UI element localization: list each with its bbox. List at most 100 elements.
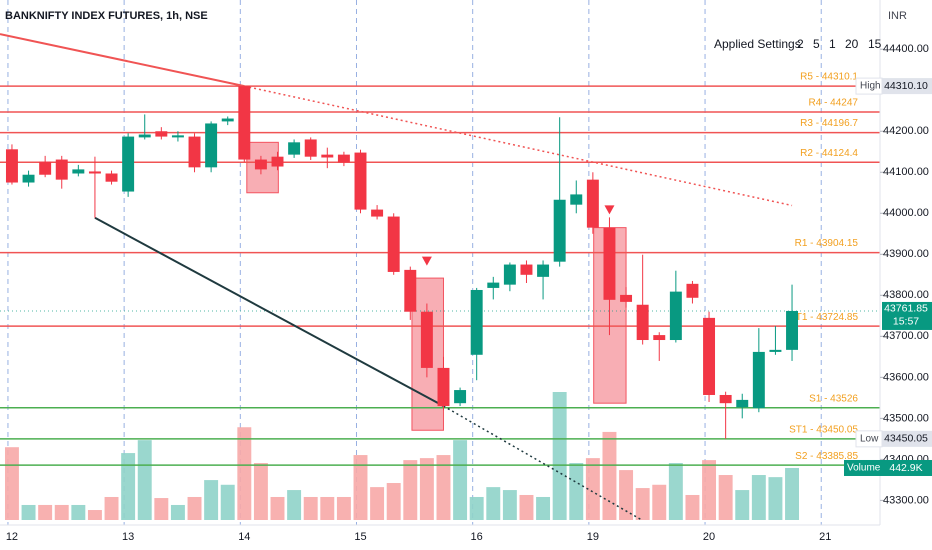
volume-bar — [785, 467, 800, 520]
candle-body — [437, 367, 450, 407]
volume-bar — [253, 463, 268, 520]
candle-body — [88, 171, 101, 174]
volume-tag-label: 442.9K — [889, 462, 922, 474]
candle-body — [570, 194, 583, 205]
candle-body — [171, 135, 184, 138]
trendline — [0, 33, 245, 88]
candle-body — [122, 136, 135, 192]
x-tick-label: 16 — [471, 531, 483, 543]
y-tick-label: 43900.00 — [883, 248, 929, 260]
volume-bar — [154, 498, 169, 520]
volume-bar — [569, 463, 584, 520]
volume-bar — [303, 496, 318, 520]
candle-body — [653, 335, 666, 341]
signal-arrow — [604, 205, 615, 215]
candle-body — [288, 142, 301, 155]
y-tick-label: 43700.00 — [883, 330, 929, 342]
candle-body — [254, 159, 267, 170]
candle-body — [603, 227, 616, 300]
candle-body — [271, 156, 284, 167]
level-label: S2 - 43385.85 — [795, 451, 858, 462]
volume-bar — [87, 510, 102, 520]
candle-body — [205, 123, 218, 168]
candle-body — [719, 394, 732, 404]
candle-body — [736, 399, 749, 408]
volume-bar — [486, 487, 501, 520]
candle-body — [786, 310, 799, 350]
volume-bar — [336, 496, 351, 520]
level-label: ST1 - 43450.05 — [789, 424, 858, 435]
settings-value: 20 — [845, 37, 859, 51]
candle-body — [72, 169, 85, 174]
volume-bar — [121, 453, 136, 520]
signal-arrow — [421, 256, 432, 266]
level-label: S1 - 43526 — [809, 393, 858, 404]
candle-body — [520, 264, 533, 275]
candle-body — [304, 139, 317, 157]
volume-bar — [718, 475, 733, 520]
candle-body — [155, 131, 168, 137]
volume-bar — [220, 484, 235, 520]
candle-body — [636, 304, 649, 341]
volume-bar — [54, 504, 69, 520]
y-tick-label: 43500.00 — [883, 412, 929, 424]
candle-body — [769, 349, 782, 352]
candle-body — [371, 209, 384, 217]
candle-body — [686, 283, 699, 298]
volume-bar — [552, 392, 567, 520]
trendline — [443, 405, 644, 522]
price-tag-name: Low — [860, 433, 879, 444]
candle-body — [537, 264, 550, 277]
y-tick-label: 43600.00 — [883, 371, 929, 383]
y-tick-label: 44000.00 — [883, 207, 929, 219]
x-tick-label: 20 — [703, 531, 715, 543]
candle-body — [454, 390, 467, 404]
volume-bar — [768, 477, 783, 520]
y-tick-label: 44200.00 — [883, 125, 929, 137]
candle-body — [553, 199, 566, 262]
volume-bar — [21, 504, 36, 520]
candle-body — [238, 86, 251, 160]
settings-value: 15 — [868, 37, 882, 51]
volume-tag — [882, 459, 932, 476]
candle-body — [470, 289, 483, 355]
volume-bar — [536, 496, 551, 520]
chart-title: BANKNIFTY INDEX FUTURES, 1h, NSE — [5, 10, 208, 22]
candle-body — [404, 269, 417, 312]
volume-bar — [170, 504, 185, 520]
level-label: R5 - 44310.1 — [800, 72, 858, 83]
x-tick-label: 12 — [6, 531, 18, 543]
candle-body — [354, 152, 367, 210]
candle-body — [188, 136, 201, 168]
volume-bar — [436, 455, 451, 520]
axes: 44400.0044300.0044200.0044100.0044000.00… — [6, 43, 932, 543]
candle-body — [337, 154, 350, 163]
x-tick-label: 19 — [587, 531, 599, 543]
price-tag-label: 44310.10 — [884, 80, 928, 92]
volume-bar — [502, 490, 517, 520]
x-tick-label: 13 — [122, 531, 134, 543]
x-tick-label: 21 — [819, 531, 831, 543]
level-label: R3 - 44196.7 — [800, 118, 858, 129]
volume-bar — [204, 480, 219, 520]
trendline — [94, 216, 444, 407]
candle-body — [55, 159, 68, 180]
trendline — [244, 85, 793, 207]
volume-bar — [751, 475, 766, 520]
candle-body — [503, 264, 516, 285]
level-label: R1 - 43904.15 — [795, 238, 859, 249]
y-tick-label: 43800.00 — [883, 289, 929, 301]
settings-value: 1 — [829, 37, 836, 51]
volume-bar — [237, 427, 252, 520]
y-tick-label: 43300.00 — [883, 494, 929, 506]
candle-body — [387, 216, 400, 272]
volume-bar — [353, 455, 368, 520]
volume-bar — [71, 504, 86, 520]
volume-bar — [370, 487, 385, 520]
volume-bar — [619, 470, 634, 520]
volume-bar — [585, 458, 600, 520]
candle-body — [620, 294, 633, 302]
price-tag — [882, 78, 932, 95]
volume-bar — [403, 460, 418, 520]
volume-bar — [4, 447, 19, 520]
